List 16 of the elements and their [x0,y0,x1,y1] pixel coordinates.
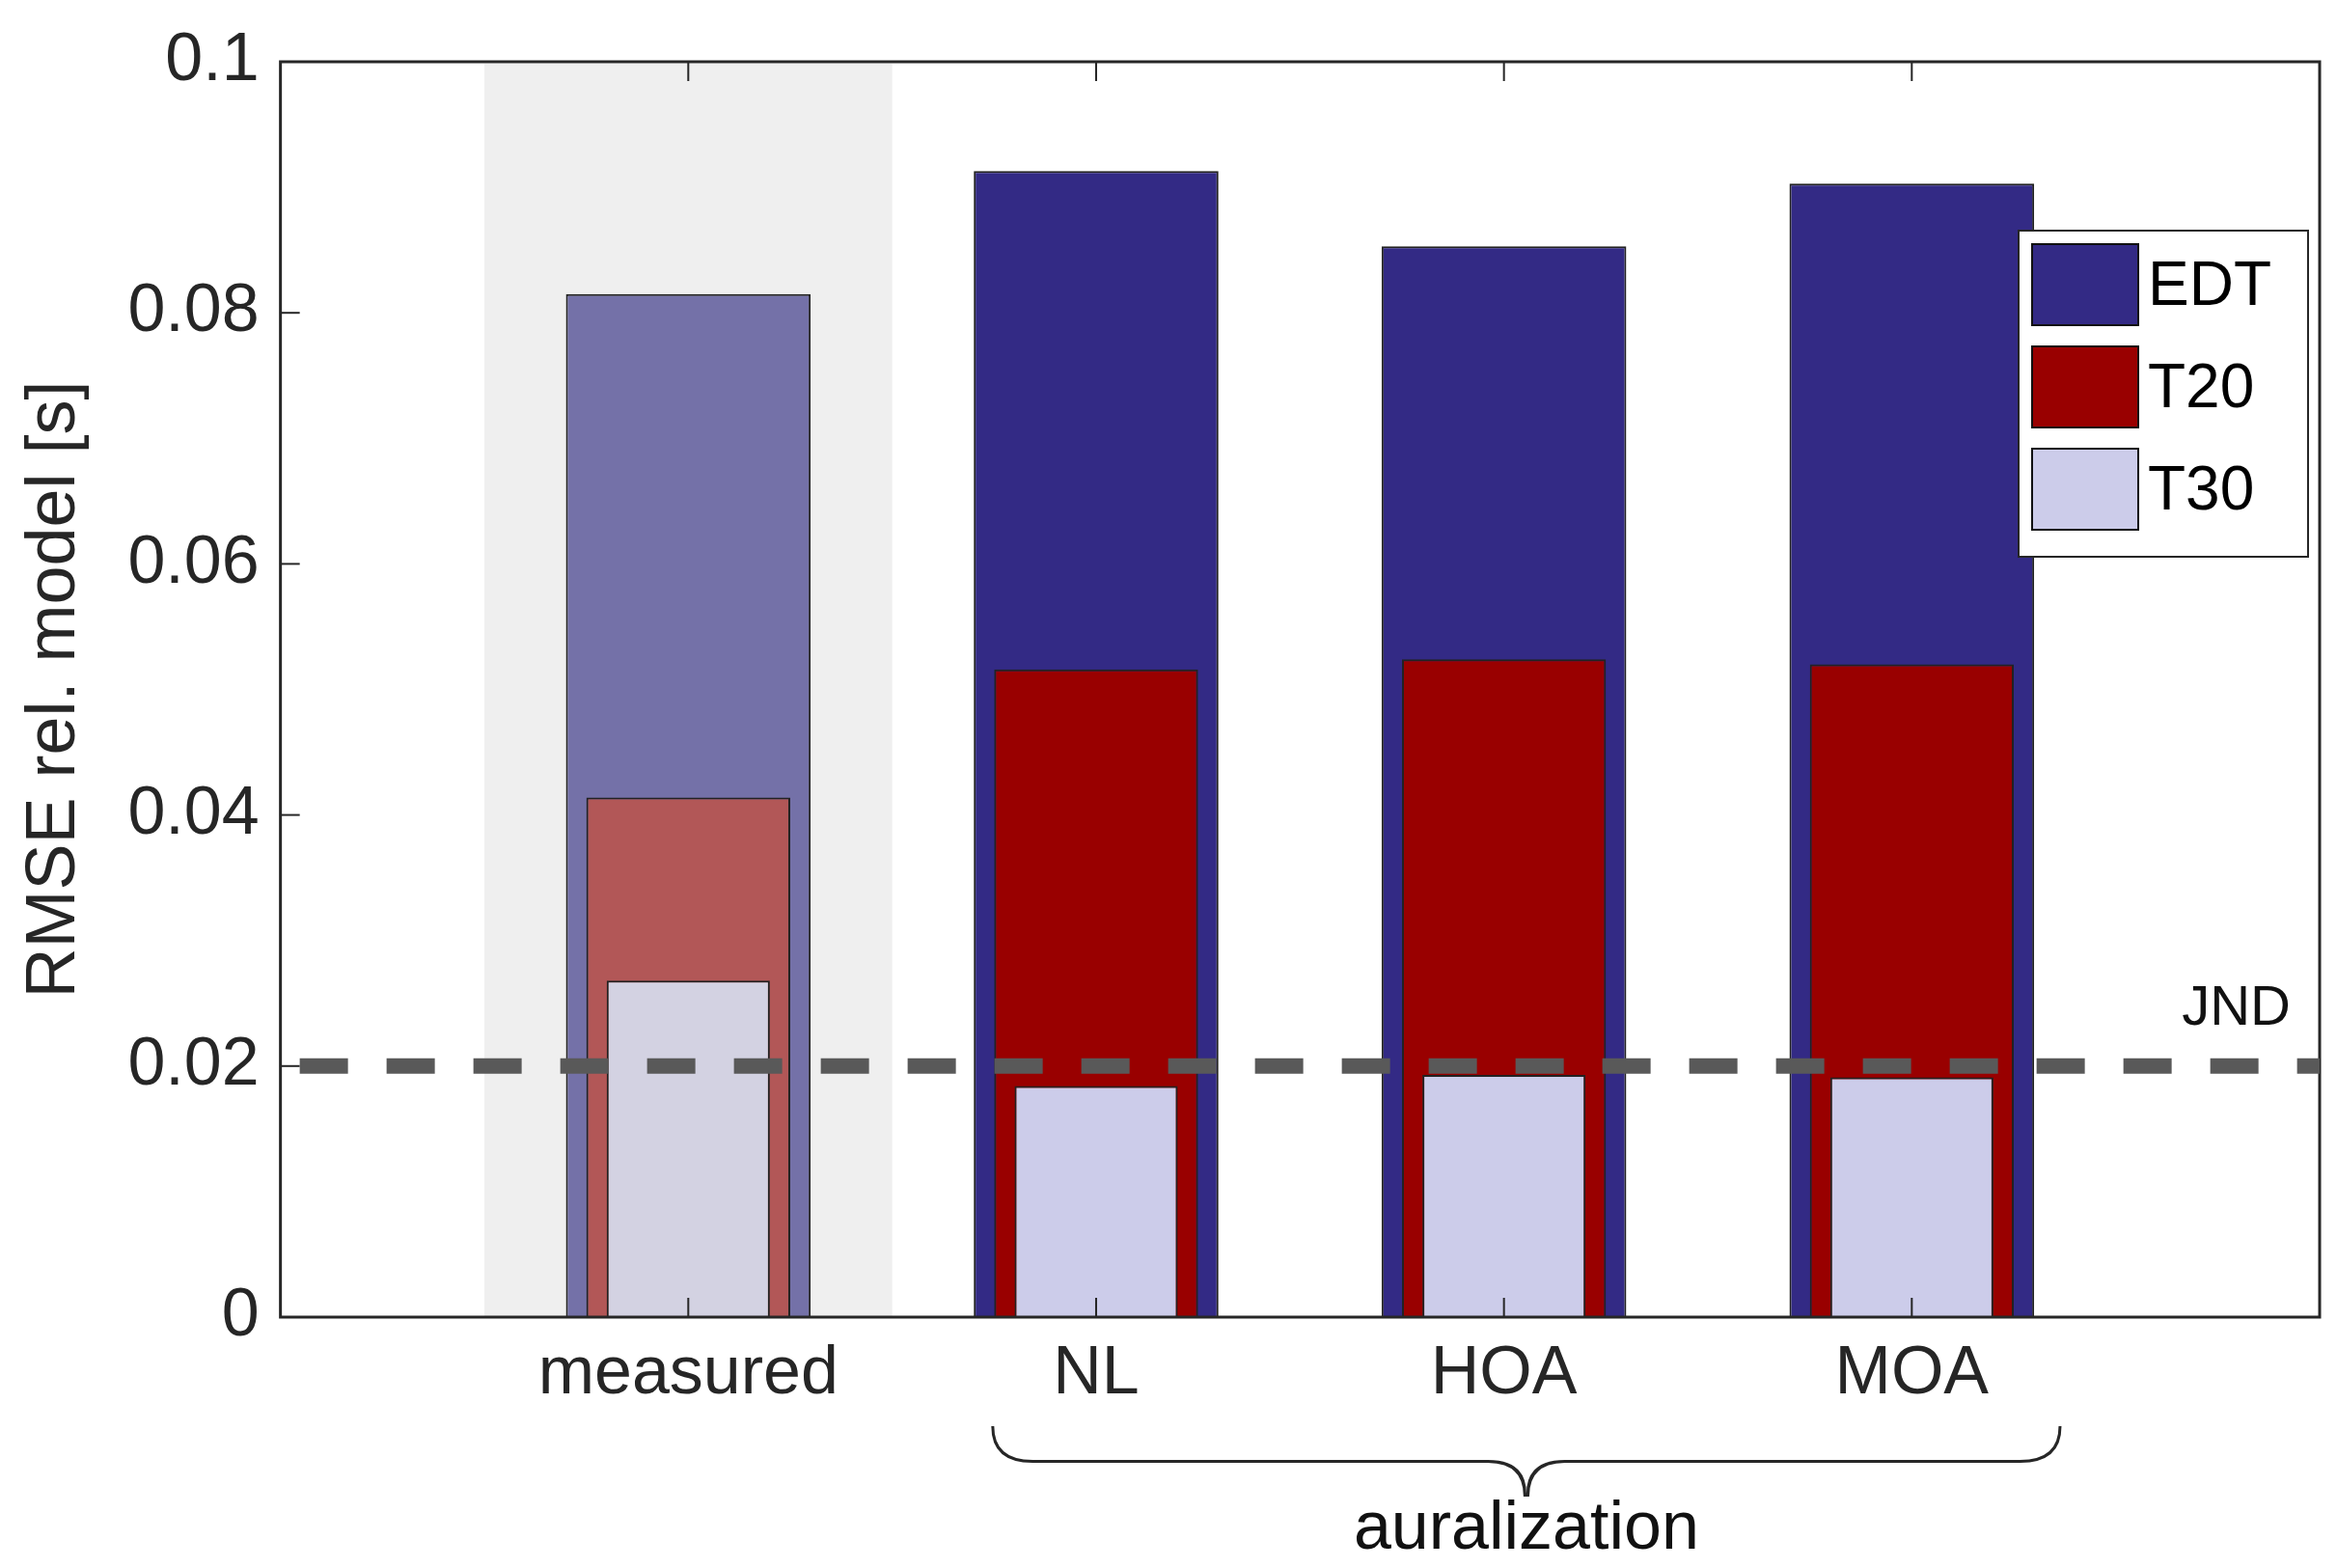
legend-label: T30 [2148,453,2255,523]
x-tick-label: MOA [1834,1333,1990,1409]
legend-label: T20 [2148,350,2255,421]
y-tick-label: 0.06 [127,521,260,597]
y-tick-label: 0.04 [127,772,260,848]
y-axis-title: RMSE rel. model [s] [12,380,90,999]
y-tick-label: 0.08 [127,270,260,346]
y-tick-label: 0 [221,1275,260,1351]
x-tick-label: HOA [1430,1333,1578,1409]
ref-line-label: JND [2182,973,2291,1036]
y-tick-label: 0.1 [165,19,260,96]
legend-label: EDT [2148,248,2271,318]
x-tick-label: measured [537,1333,839,1409]
x-tick-label: NL [1053,1333,1140,1409]
y-tick-label: 0.02 [127,1024,260,1100]
text: auralization [1353,1488,1699,1564]
